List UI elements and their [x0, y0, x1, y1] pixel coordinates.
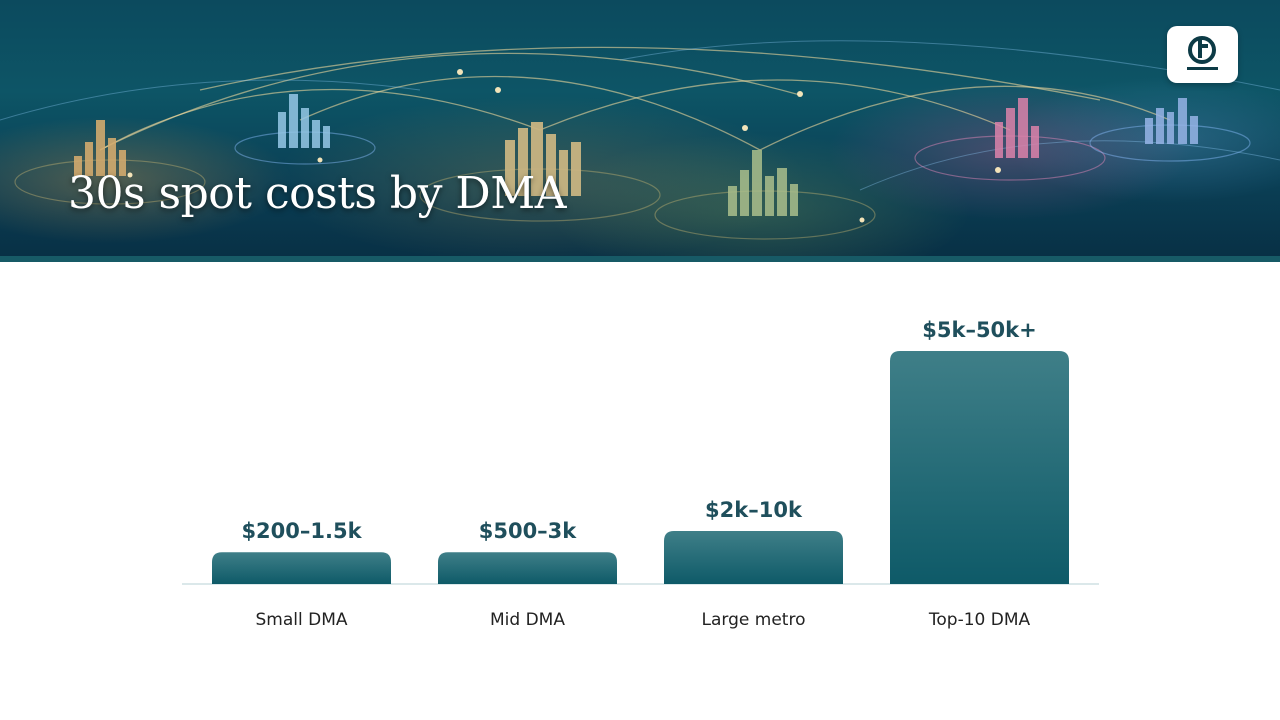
bar-mid-dma	[438, 552, 617, 584]
bar-value-label: $500–3k	[479, 519, 578, 543]
category-label: Top-10 DMA	[928, 610, 1031, 630]
city-network-illustration	[0, 40, 1280, 240]
bar-value-label: $2k–10k	[705, 498, 803, 522]
page-title: 30s spot costs by DMA	[68, 168, 567, 219]
header-banner: 30s spot costs by DMA	[0, 0, 1280, 262]
bar-small-dma	[212, 552, 391, 584]
bar-value-label: $5k–50k+	[922, 318, 1036, 342]
category-label: Large metro	[702, 610, 806, 630]
logo-badge	[1167, 26, 1238, 83]
bar-large-metro	[664, 531, 843, 584]
category-label: Mid DMA	[490, 610, 565, 630]
bar-chart: $200–1.5k Small DMA $500–3k Mid DMA $2k–10k L…	[182, 318, 1099, 630]
banner-divider	[0, 256, 1280, 262]
category-label: Small DMA	[255, 610, 347, 630]
tv-circle-logo-icon	[1187, 36, 1218, 70]
bar-value-label: $200–1.5k	[241, 519, 362, 543]
bar-top-10-dma	[890, 351, 1069, 584]
